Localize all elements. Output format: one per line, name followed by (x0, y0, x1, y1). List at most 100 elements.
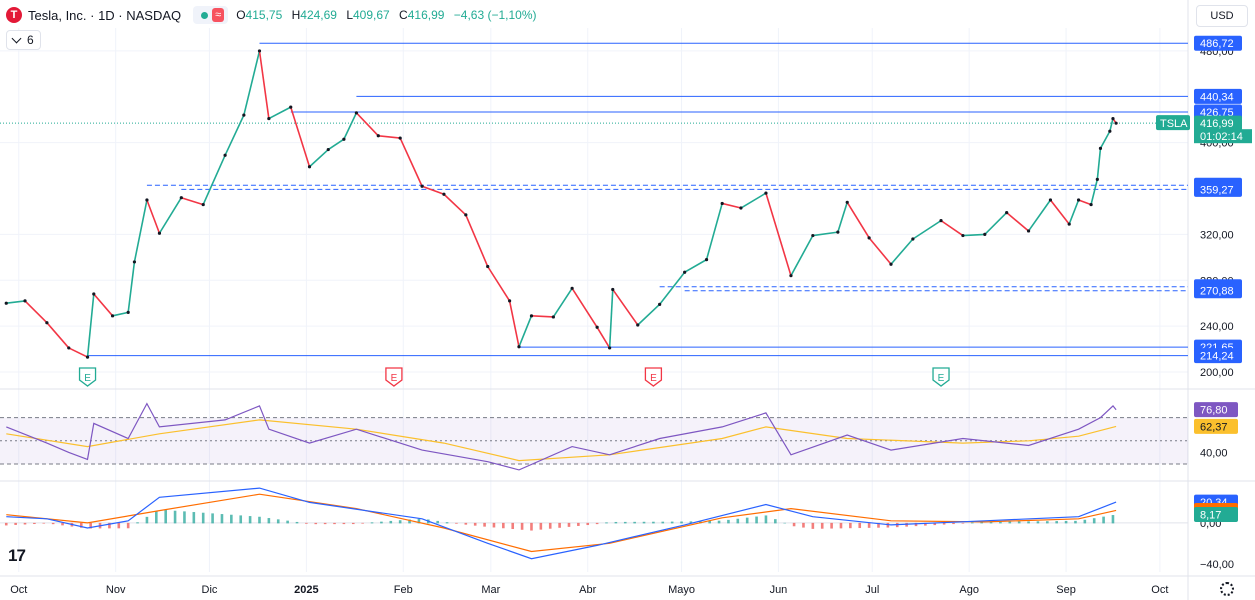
price-segment (940, 219, 964, 237)
price-point (110, 314, 115, 318)
price-label: 486,72 (1200, 38, 1234, 50)
macd-histogram-bar (380, 521, 383, 524)
indicators-toggle[interactable]: 6 (6, 30, 41, 50)
low-value: 409,67 (353, 8, 390, 22)
macd-histogram-bar (239, 515, 243, 524)
price-segment (912, 219, 942, 240)
price-label: 270,88 (1200, 286, 1234, 298)
symbol-title[interactable]: Tesla, Inc. · 1D · NASDAQ (28, 7, 182, 23)
price-segment (465, 214, 489, 267)
macd-histogram-bar (295, 521, 299, 524)
macd-histogram-bar (595, 522, 599, 525)
price-segment (531, 315, 554, 318)
price-point (398, 136, 402, 140)
macd-histogram-bar (849, 522, 852, 529)
price-point (67, 346, 71, 350)
price-segment (1099, 130, 1111, 149)
price-segment (608, 289, 614, 348)
macd-histogram-bar (108, 522, 111, 529)
macd-histogram-bar (258, 516, 261, 524)
currency-button[interactable]: USD (1196, 5, 1248, 27)
price-segment (812, 231, 838, 237)
earnings-marker-label: E (84, 373, 91, 384)
macd-histogram-bar (652, 521, 655, 524)
macd-histogram-bar (436, 520, 439, 524)
macd-histogram-bar (408, 519, 411, 524)
macd-histogram-bar (858, 522, 862, 529)
tradingview-logo-icon[interactable]: 17 (8, 546, 26, 565)
macd-histogram-bar (689, 521, 693, 524)
price-segment (158, 197, 183, 234)
macd-histogram-bar (464, 522, 468, 525)
macd-histogram-bar (286, 520, 289, 524)
macd-histogram-bar (342, 522, 346, 525)
price-label-box (1194, 181, 1242, 197)
earnings-marker-label: E (650, 373, 657, 384)
market-open-dot-icon (201, 11, 209, 19)
macd-histogram-bar (220, 514, 224, 524)
price-segment (705, 203, 723, 260)
price-point (1076, 198, 1081, 202)
time-tick-label: Ago (959, 584, 979, 596)
price-segment (46, 322, 70, 349)
price-label: 440,34 (1200, 91, 1234, 103)
price-segment (6, 300, 26, 304)
rsi-line (6, 402, 1117, 471)
market-status-pill[interactable]: ≈ (193, 6, 229, 24)
macd-histogram-bar (520, 522, 524, 530)
price-point (683, 270, 687, 274)
price-point (92, 292, 96, 296)
macd-histogram-bar (473, 522, 477, 526)
macd-histogram-bar (314, 522, 318, 525)
price-segment (1096, 148, 1102, 180)
macd-histogram-bar (1008, 521, 1012, 524)
price-segment (659, 271, 686, 305)
time-tick-label: Jul (865, 584, 879, 596)
open-label: O (236, 8, 246, 22)
price-segment (289, 106, 311, 167)
price-segment (684, 258, 707, 273)
time-tick-label: Mar (481, 584, 500, 596)
price-tick-label: 240,00 (1200, 321, 1234, 333)
price-segment (765, 192, 792, 276)
price-segment (868, 237, 892, 265)
macd-value-label: 8,17 (1200, 510, 1221, 522)
macd-histogram-bar (764, 515, 768, 524)
price-point (1048, 198, 1053, 202)
price-point (551, 315, 555, 319)
price-point (1108, 129, 1112, 133)
time-tick-label: Mayo (668, 584, 695, 596)
price-point (889, 262, 893, 266)
price-point (704, 258, 709, 262)
macd-histogram-bar (276, 519, 280, 524)
price-point (811, 233, 815, 238)
price-point (939, 219, 943, 223)
macd-histogram-bar (136, 522, 139, 524)
price-segment (1068, 199, 1080, 225)
price-segment (146, 199, 161, 234)
price-point (257, 49, 262, 53)
gear-icon[interactable] (1220, 582, 1234, 596)
price-label: 359,27 (1200, 184, 1234, 196)
price-point (1005, 211, 1009, 215)
macd-histogram-bar (370, 522, 374, 524)
price-segment (258, 50, 270, 119)
macd-histogram-bar (680, 521, 683, 524)
price-point (442, 192, 446, 196)
macd-histogram-bar (33, 522, 36, 525)
time-tick-label: Jun (770, 584, 788, 596)
macd-histogram-bar (877, 522, 880, 528)
price-point (376, 134, 380, 138)
low-label: L (346, 8, 353, 22)
price-point (179, 196, 183, 200)
price-segment (308, 148, 329, 168)
macd-histogram-bar (126, 522, 130, 529)
macd-histogram-bar (248, 516, 252, 524)
macd-histogram-bar (61, 522, 64, 526)
macd-histogram-bar (642, 521, 646, 524)
price-point (326, 147, 330, 152)
symbol-tag-box (1156, 115, 1190, 131)
macd-histogram-bar (755, 516, 758, 524)
